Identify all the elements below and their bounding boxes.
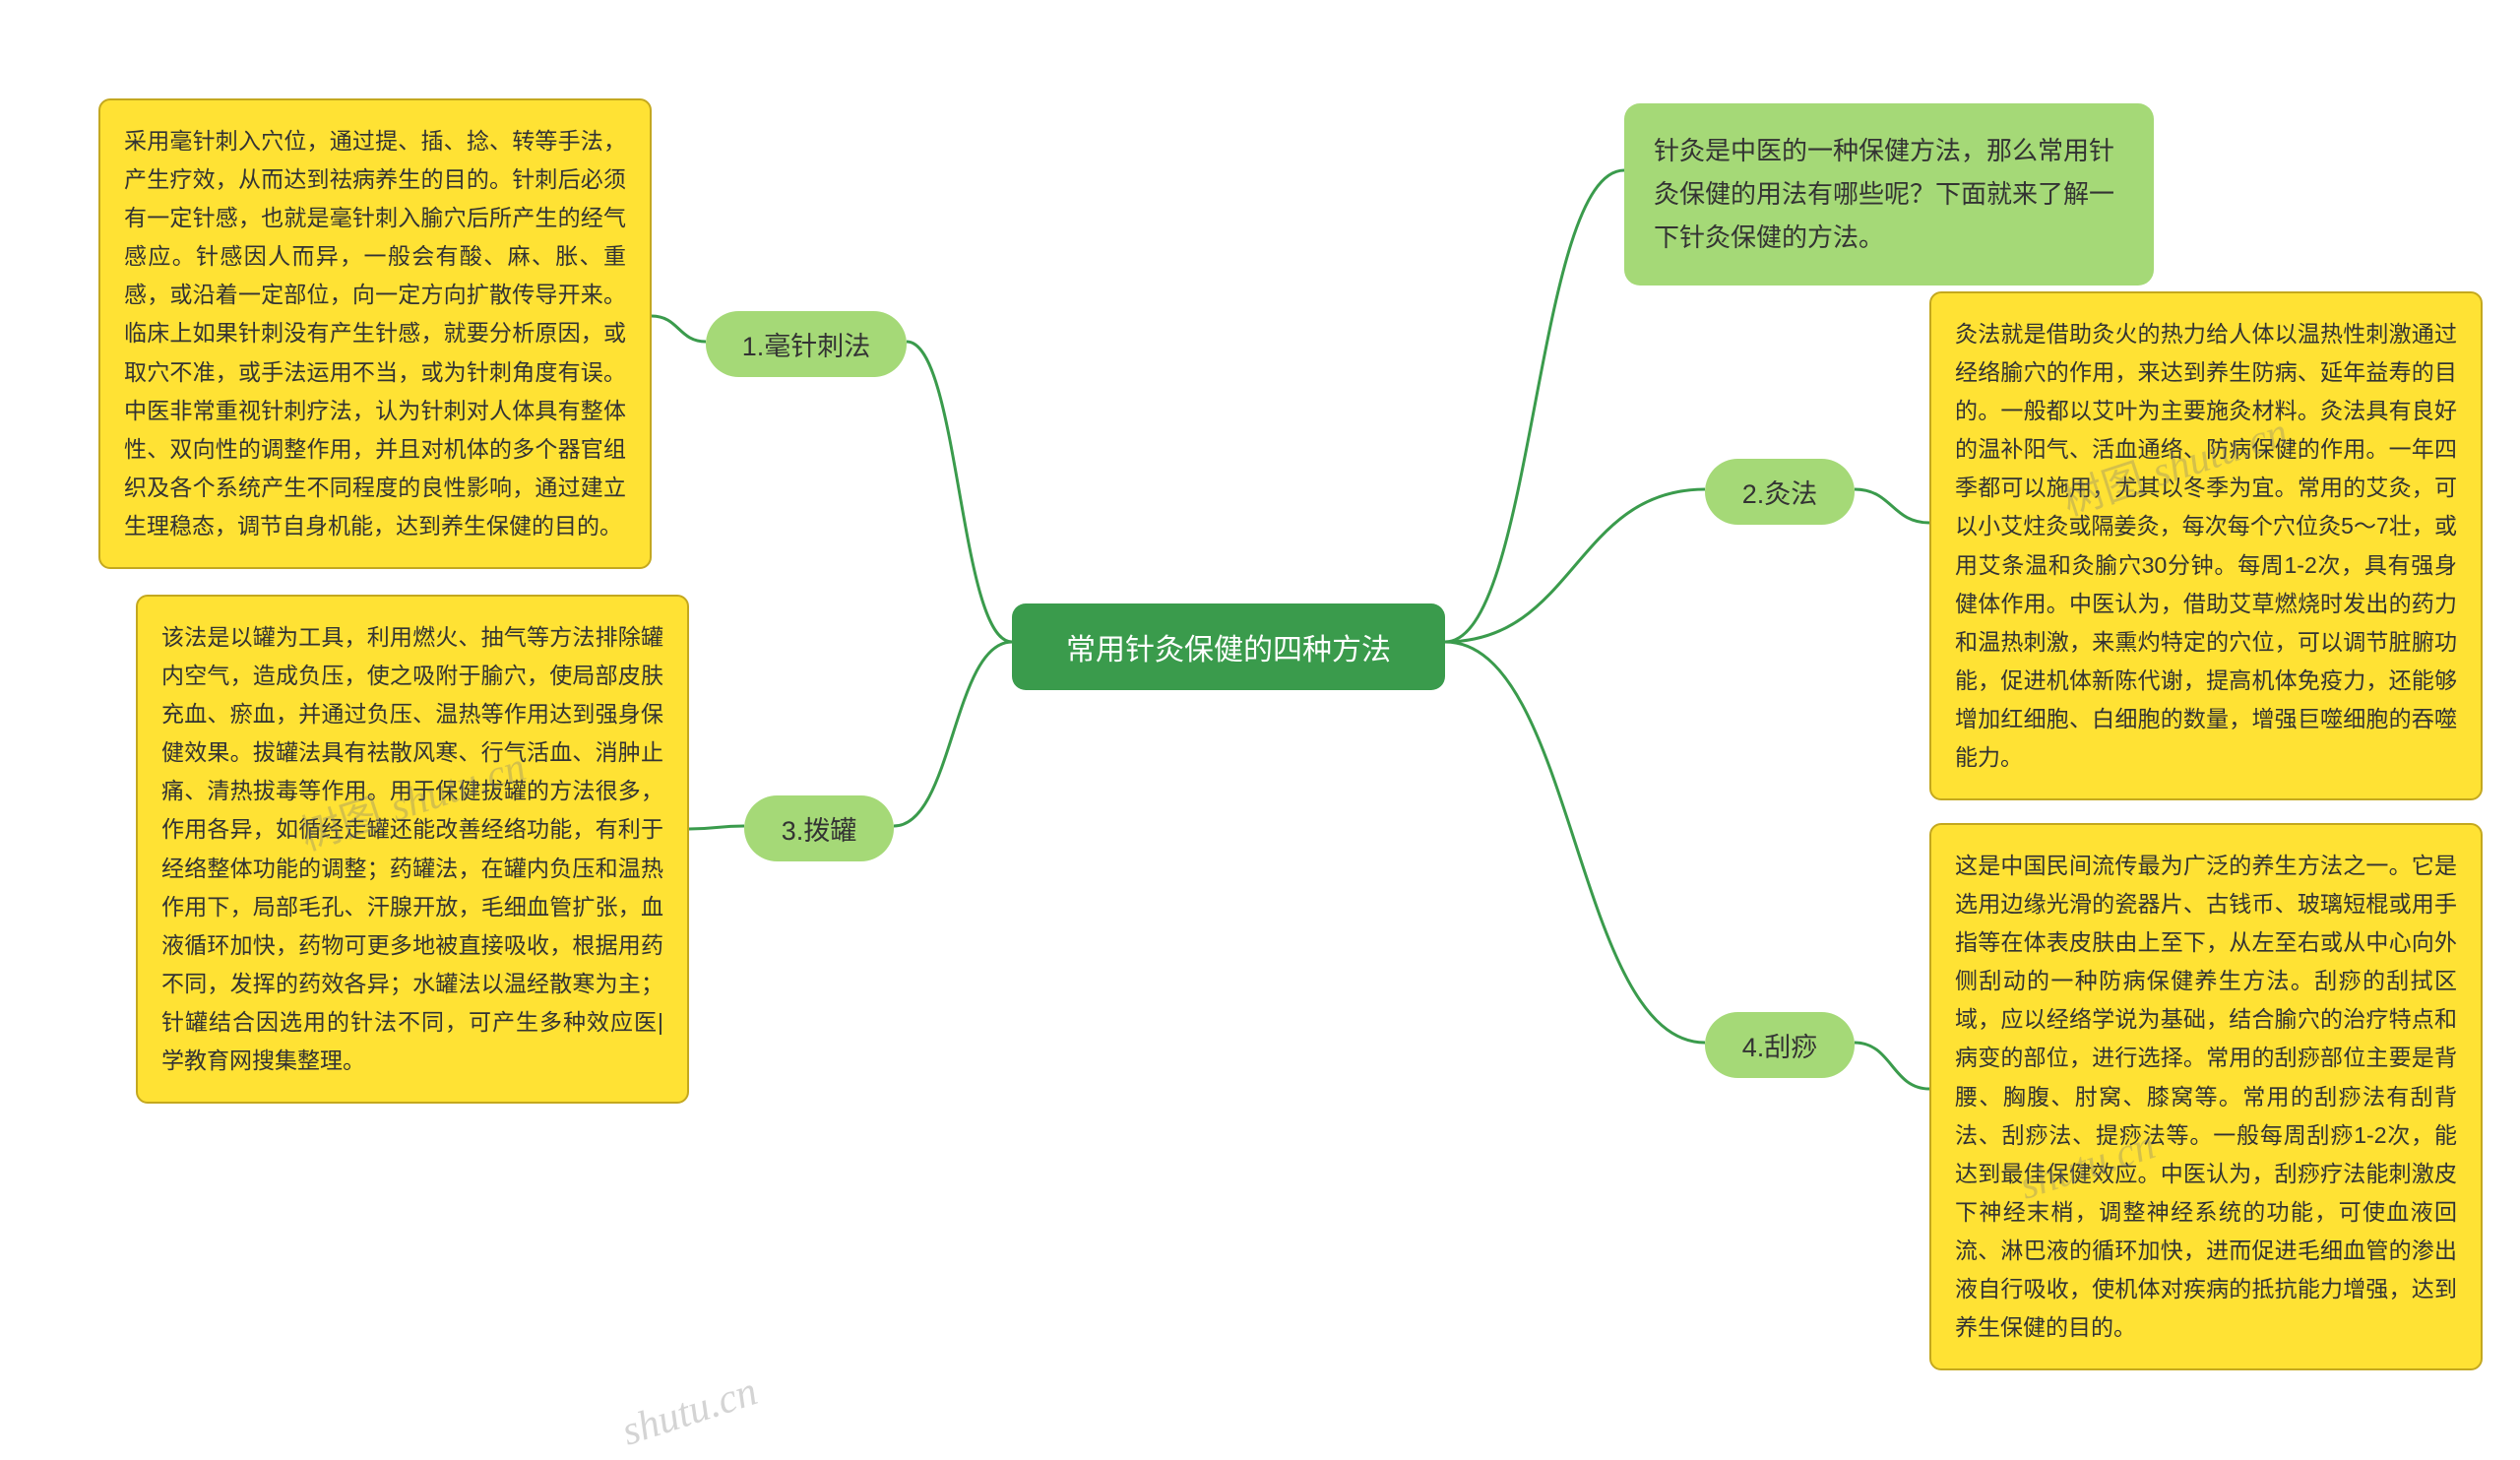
watermark: shutu.cn bbox=[616, 1367, 763, 1455]
branch-node-4[interactable]: 4.刮痧 bbox=[1705, 1012, 1855, 1078]
leaf-node-3: 该法是以罐为工具，利用燃火、抽气等方法排除罐内空气，造成负压，使之吸附于腧穴，使… bbox=[136, 595, 689, 1104]
leaf-node-4: 这是中国民间流传最为广泛的养生方法之一。它是选用边缘光滑的瓷器片、古钱币、玻璃短… bbox=[1929, 823, 2483, 1370]
branch-node-3[interactable]: 3.拨罐 bbox=[744, 795, 894, 861]
branch-node-1[interactable]: 1.毫针刺法 bbox=[706, 311, 907, 377]
branch-node-2[interactable]: 2.灸法 bbox=[1705, 459, 1855, 525]
center-node[interactable]: 常用针灸保健的四种方法 bbox=[1012, 603, 1445, 690]
leaf-node-1: 采用毫针刺入穴位，通过提、插、捻、转等手法，产生疗效，从而达到祛病养生的目的。针… bbox=[98, 98, 652, 569]
intro-node: 针灸是中医的一种保健方法，那么常用针灸保健的用法有哪些呢？下面就来了解一下针灸保… bbox=[1624, 103, 2154, 286]
mindmap-canvas: 常用针灸保健的四种方法 针灸是中医的一种保健方法，那么常用针灸保健的用法有哪些呢… bbox=[0, 0, 2520, 1460]
leaf-node-2: 灸法就是借助灸火的热力给人体以温热性刺激通过经络腧穴的作用，来达到养生防病、延年… bbox=[1929, 291, 2483, 800]
